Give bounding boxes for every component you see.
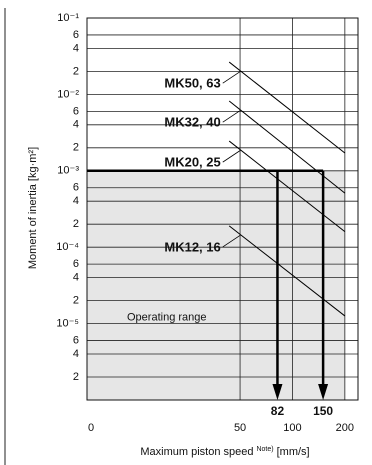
x-tick-label: 50 [234, 422, 246, 434]
series-line [228, 100, 346, 194]
x-label-text: Maximum piston speed [140, 446, 253, 458]
y-tick-label: 4 [73, 348, 79, 360]
y-tick-label: 4 [73, 42, 79, 54]
label-leader [222, 149, 241, 163]
plot-frame [86, 17, 359, 401]
x-label-unit: [mm/s] [277, 446, 310, 458]
x-tick-label: 200 [336, 422, 354, 434]
x-tick-label: 0 [88, 422, 94, 434]
label-leader [222, 109, 241, 123]
y-tick-label: 2 [73, 295, 79, 307]
y-tick-label: 10⁻⁴ [56, 241, 79, 253]
series-line [228, 61, 346, 154]
arrow-head [272, 384, 283, 400]
series-label: MK12, 16 [164, 239, 220, 254]
x-axis-label: Maximum piston speed Note) [mm/s] [140, 446, 309, 458]
y-tick-label: 2 [73, 371, 79, 383]
y-tick-label: 4 [73, 195, 79, 207]
x-tick-label: 100 [283, 422, 301, 434]
operating-range [87, 170, 345, 400]
y-tick-label: 10⁻⁵ [56, 318, 79, 330]
y-tick-label: 10⁻¹ [57, 12, 79, 24]
speed-label: 150 [313, 404, 333, 418]
operating-range-label: Operating range [127, 312, 207, 324]
arrow-head [318, 384, 329, 400]
y-tick-label: 6 [73, 334, 79, 346]
label-leader [222, 70, 241, 84]
y-tick-label: 2 [73, 142, 79, 154]
y-tick-label: 6 [73, 258, 79, 270]
y-tick-label: 4 [73, 272, 79, 284]
y-tick-label: 2 [73, 218, 79, 230]
y-tick-label: 2 [73, 65, 79, 77]
series-line [228, 225, 346, 317]
label-leader [222, 234, 241, 248]
y-tick-label: 10⁻³ [57, 165, 79, 177]
series-line [228, 140, 346, 232]
x-label-note: Note) [256, 446, 273, 453]
y-tick-label: 6 [73, 105, 79, 117]
series-label: MK20, 25 [164, 155, 220, 170]
y-axis-label: Moment of inertia [kg·m²] [27, 147, 39, 269]
series-label: MK32, 40 [164, 115, 220, 130]
y-tick-label: 10⁻² [57, 88, 79, 100]
series-label: MK50, 63 [164, 76, 220, 91]
y-tick-label: 4 [73, 119, 79, 131]
speed-label: 82 [271, 404, 285, 418]
y-tick-label: 6 [73, 182, 79, 194]
y-tick-label: 6 [73, 29, 79, 41]
